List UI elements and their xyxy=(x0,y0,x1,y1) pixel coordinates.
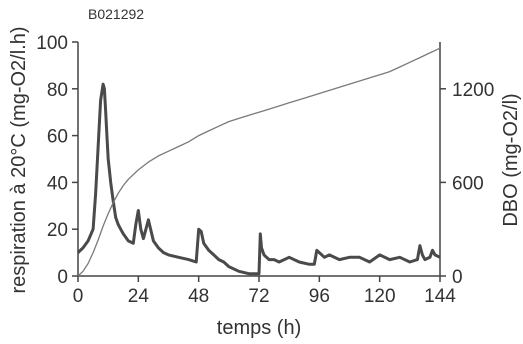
x-tick-label: 72 xyxy=(248,286,269,307)
x-tick-labels: 0 24 48 72 96 120 144 xyxy=(73,276,456,307)
left-y-tick-label: 100 xyxy=(36,33,68,54)
left-y-tick-label: 20 xyxy=(47,220,68,241)
x-axis-label: temps (h) xyxy=(217,317,301,339)
right-y-axis-label: DBO (mg-O2/l) xyxy=(500,93,522,226)
series-layer xyxy=(76,47,441,277)
dbo-series-line xyxy=(77,47,441,277)
x-tick-label: 144 xyxy=(424,286,456,307)
left-y-axis-label: respiration à 20°C (mg-O2/l.h) xyxy=(8,27,30,294)
image-code-label: B021292 xyxy=(88,6,144,22)
right-y-tick-label: 1200 xyxy=(452,80,494,101)
left-y-tick-label: 40 xyxy=(47,173,68,194)
right-y-tick-labels: 0 600 1200 xyxy=(440,80,494,288)
x-tick-label: 120 xyxy=(364,286,396,307)
left-y-tick-label: 60 xyxy=(47,127,68,148)
left-y-tick-label: 0 xyxy=(57,267,68,288)
x-tick-label: 24 xyxy=(128,286,150,307)
left-y-tick-labels: 0 20 40 60 80 100 xyxy=(36,33,78,288)
left-y-tick-label: 80 xyxy=(47,80,68,101)
x-tick-label: 96 xyxy=(309,286,330,307)
right-y-tick-label: 600 xyxy=(452,173,484,194)
respiration-series-line xyxy=(76,82,441,276)
x-tick-label: 0 xyxy=(73,286,84,307)
x-tick-label: 48 xyxy=(188,286,209,307)
right-y-tick-label: 0 xyxy=(452,267,463,288)
